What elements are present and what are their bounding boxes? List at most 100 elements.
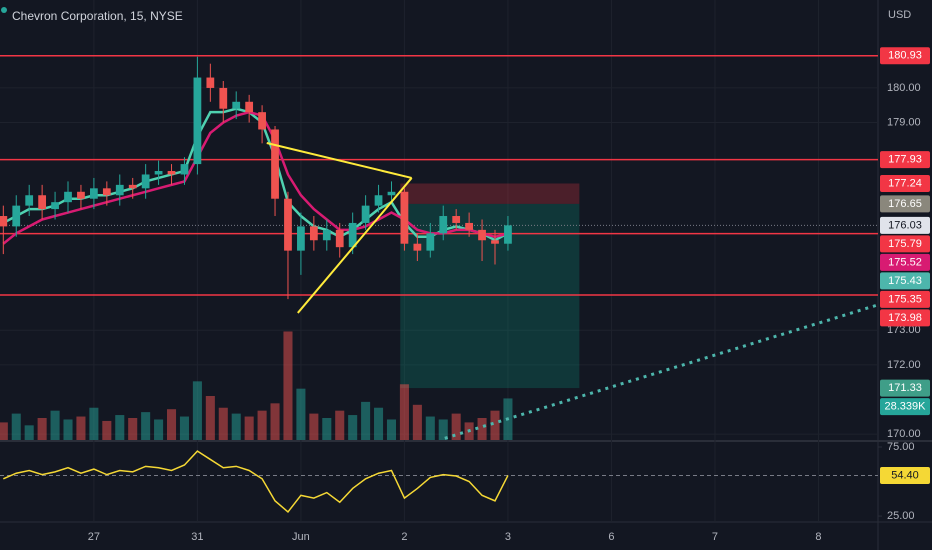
volume-bar — [335, 410, 345, 440]
price-badge-text: 175.35 — [888, 293, 922, 305]
x-tick-label: 7 — [712, 531, 718, 543]
price-badge — [880, 151, 930, 169]
candle-body — [90, 188, 98, 199]
candle-body — [77, 191, 85, 199]
candle-body — [297, 226, 305, 251]
rsi-line — [3, 450, 509, 513]
volume-badge-text: 28.339K — [885, 400, 927, 412]
y-tick-label: 180.00 — [887, 82, 921, 94]
x-tick-label: 8 — [815, 531, 821, 543]
price-badge — [880, 174, 930, 192]
price-badge — [880, 216, 930, 234]
volume-bar — [425, 416, 435, 440]
candle-body — [309, 226, 318, 241]
candle-body — [322, 229, 331, 241]
stop-zone — [400, 183, 580, 204]
y-tick-label: 172.00 — [887, 359, 921, 371]
volume-bar — [412, 404, 422, 440]
price-badge-text: 176.65 — [888, 198, 922, 210]
volume-bar — [244, 416, 254, 440]
rsi-tick-label: 25.00 — [887, 510, 915, 522]
candle-body — [115, 184, 124, 196]
volume-bar — [141, 412, 151, 440]
volume-bar — [386, 419, 397, 440]
candle-body — [0, 216, 8, 227]
volume-bar — [231, 413, 241, 440]
price-badge — [880, 272, 930, 290]
rsi-tick-label: 75.00 — [887, 441, 915, 453]
x-tick-label: 2 — [401, 531, 407, 543]
price-badge — [880, 290, 930, 308]
candle-body — [128, 184, 137, 189]
volume-bar — [24, 425, 34, 440]
candle-body — [413, 243, 422, 251]
status-dot — [1, 7, 7, 13]
candle-body — [452, 216, 461, 223]
candle-body — [348, 222, 357, 248]
volume-bar — [11, 413, 21, 440]
price-badge-text: 175.52 — [888, 256, 922, 268]
candle-body — [374, 195, 383, 206]
volume-bar — [438, 419, 448, 440]
rsi-badge — [880, 466, 930, 484]
candle-body — [51, 202, 59, 210]
triangle-edge — [297, 177, 413, 314]
candle-body — [258, 112, 266, 130]
price-badge — [880, 235, 930, 253]
volume-bar — [179, 416, 189, 440]
volume-bar — [309, 413, 319, 440]
volume-bar — [63, 419, 73, 440]
volume-bar — [451, 413, 461, 440]
price-badge-text: 177.24 — [888, 177, 922, 189]
volume-bar — [322, 418, 332, 440]
x-tick-label: 27 — [88, 531, 100, 543]
volume-bar — [218, 407, 228, 440]
candle-body — [219, 87, 228, 109]
currency: USD — [888, 9, 911, 21]
volume-bar — [37, 418, 47, 440]
candle-body — [504, 225, 512, 244]
volume-bar — [399, 384, 409, 440]
volume-bar — [205, 396, 215, 440]
moving-average — [2, 107, 509, 242]
price-badge-text: 180.93 — [888, 50, 922, 62]
candle-body — [232, 101, 241, 109]
volume-bar — [477, 418, 487, 440]
y-tick-label: 170.00 — [887, 428, 921, 440]
chart-title: Chevron Corporation, 15, NYSE — [12, 9, 183, 23]
volume-bar — [76, 416, 86, 440]
volume-bar — [50, 410, 60, 440]
y-tick-label: 173.00 — [887, 324, 921, 336]
price-badge — [880, 195, 930, 213]
y-tick-label: 179.00 — [887, 116, 921, 128]
triangle-edge — [266, 142, 412, 179]
trend-line — [444, 303, 878, 440]
volume-bar — [166, 409, 177, 440]
candle-body — [180, 164, 189, 175]
price-badge-text: 176.03 — [888, 219, 922, 231]
candle-body — [38, 195, 47, 210]
price-badge-text: 173.98 — [888, 312, 922, 324]
volume-bar — [490, 410, 500, 440]
candle-body — [478, 229, 486, 241]
price-badge — [880, 253, 930, 271]
candle-body — [361, 205, 370, 223]
candle-body — [206, 77, 215, 88]
candle-body — [400, 191, 409, 244]
volume-bar — [102, 420, 112, 440]
candle-body — [64, 191, 72, 203]
candle-body — [154, 171, 163, 175]
candle-body — [245, 101, 254, 113]
volume-bar — [89, 407, 99, 440]
candle-body — [12, 205, 21, 227]
candle-body — [335, 229, 344, 248]
price-badge — [880, 309, 930, 327]
candle-body — [387, 191, 396, 196]
volume-bar — [361, 401, 371, 440]
candle-body — [193, 77, 202, 165]
price-badge-text: 177.93 — [888, 153, 922, 165]
x-tick-label: 3 — [505, 531, 511, 543]
volume-badge — [880, 398, 930, 416]
volume-bar — [374, 407, 384, 440]
